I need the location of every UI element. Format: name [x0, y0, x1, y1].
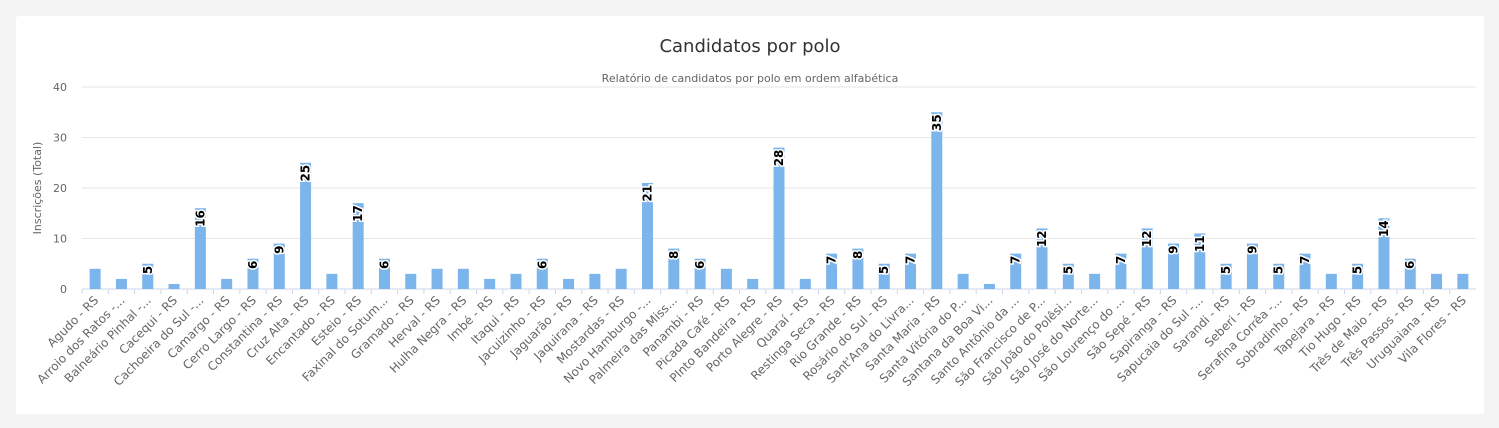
data-label: 6 — [1403, 261, 1417, 269]
data-label: 7 — [1009, 256, 1023, 264]
bar[interactable] — [1220, 263, 1232, 289]
bar[interactable] — [115, 278, 127, 289]
chart-title: Candidatos por polo — [659, 36, 841, 57]
data-label: 16 — [193, 210, 207, 227]
data-label: 5 — [141, 266, 155, 274]
bar[interactable] — [983, 283, 995, 289]
data-label: 35 — [930, 114, 944, 131]
bar[interactable] — [615, 268, 627, 289]
chart-card: Candidatos por polo Relatório de candida… — [16, 16, 1484, 414]
bar[interactable] — [1036, 228, 1048, 289]
bar[interactable] — [300, 162, 312, 289]
bars — [89, 112, 1469, 289]
bar[interactable] — [878, 263, 890, 289]
data-label: 8 — [851, 251, 865, 259]
bar[interactable] — [221, 278, 233, 289]
bar[interactable] — [905, 253, 917, 289]
bar[interactable] — [536, 258, 548, 289]
y-axis-ticks: 0 10 20 30 40 — [53, 81, 67, 296]
data-label: 7 — [904, 256, 918, 264]
bar[interactable] — [168, 283, 180, 289]
bar[interactable] — [931, 112, 943, 289]
bar[interactable] — [1352, 263, 1364, 289]
bar[interactable] — [852, 248, 864, 289]
data-label: 28 — [772, 150, 786, 167]
bar[interactable] — [194, 208, 206, 289]
bar[interactable] — [720, 268, 732, 289]
y-tick-label: 20 — [53, 182, 67, 195]
bar[interactable] — [1457, 273, 1469, 289]
bar[interactable] — [1246, 243, 1258, 289]
data-label: 5 — [877, 266, 891, 274]
bar[interactable] — [641, 182, 653, 289]
bar[interactable] — [1115, 253, 1127, 289]
bar[interactable] — [352, 203, 364, 289]
bar[interactable] — [1325, 273, 1337, 289]
bar[interactable] — [1299, 253, 1311, 289]
bar[interactable] — [378, 258, 390, 289]
data-label: 12 — [1140, 230, 1154, 247]
data-label: 6 — [693, 261, 707, 269]
data-label: 25 — [299, 165, 313, 182]
data-label: 11 — [1193, 235, 1207, 252]
data-label: 5 — [1219, 266, 1233, 274]
data-label: 7 — [825, 256, 839, 264]
bar[interactable] — [799, 278, 811, 289]
bar[interactable] — [484, 278, 496, 289]
y-tick-label: 10 — [53, 233, 67, 246]
data-label: 7 — [1114, 256, 1128, 264]
data-label: 6 — [535, 261, 549, 269]
bar[interactable] — [1404, 258, 1416, 289]
data-label: 6 — [377, 261, 391, 269]
bar[interactable] — [826, 253, 838, 289]
data-label: 7 — [1298, 256, 1312, 264]
chart-subtitle: Relatório de candidatos por polo em orde… — [601, 72, 899, 85]
bar[interactable] — [1378, 218, 1390, 289]
data-label: 12 — [1035, 230, 1049, 247]
y-tick-label: 0 — [60, 283, 67, 296]
bar[interactable] — [1089, 273, 1101, 289]
data-label: 9 — [1245, 246, 1259, 254]
bar[interactable] — [247, 258, 259, 289]
bar[interactable] — [273, 243, 285, 289]
data-label: 14 — [1377, 220, 1391, 237]
y-tick-label: 30 — [53, 132, 67, 145]
bar[interactable] — [1194, 233, 1206, 289]
bar[interactable] — [1062, 263, 1074, 289]
bar[interactable] — [1273, 263, 1285, 289]
bar[interactable] — [1168, 243, 1180, 289]
bar[interactable] — [457, 268, 469, 289]
bar[interactable] — [142, 263, 154, 289]
data-label: 5 — [1061, 266, 1075, 274]
bar[interactable] — [589, 273, 601, 289]
bar[interactable] — [668, 248, 680, 289]
bar[interactable] — [405, 273, 417, 289]
bar[interactable] — [694, 258, 706, 289]
bar[interactable] — [773, 147, 785, 289]
bar[interactable] — [1431, 273, 1443, 289]
data-label: 5 — [1272, 266, 1286, 274]
bar[interactable] — [747, 278, 759, 289]
data-label: 17 — [351, 205, 365, 222]
bar[interactable] — [1010, 253, 1022, 289]
y-tick-label: 40 — [53, 81, 67, 94]
data-label: 6 — [246, 261, 260, 269]
data-label: 9 — [1167, 246, 1181, 254]
bar[interactable] — [957, 273, 969, 289]
bar[interactable] — [510, 273, 522, 289]
bar[interactable] — [431, 268, 443, 289]
data-label: 8 — [667, 251, 681, 259]
data-labels: 5 16 6 9 25 17 6 6 21 8 6 28 7 8 5 7 35 7 12 5 7 12 9 11 5 9 5 7 5 14… — [139, 113, 1418, 276]
bar[interactable] — [326, 273, 338, 289]
bar[interactable] — [563, 278, 575, 289]
bar[interactable] — [89, 268, 101, 289]
y-axis-label: Inscrições (Total) — [31, 142, 44, 235]
data-label: 9 — [272, 246, 286, 254]
bar[interactable] — [1141, 228, 1153, 289]
data-label: 21 — [640, 185, 654, 202]
data-label: 5 — [1351, 266, 1365, 274]
